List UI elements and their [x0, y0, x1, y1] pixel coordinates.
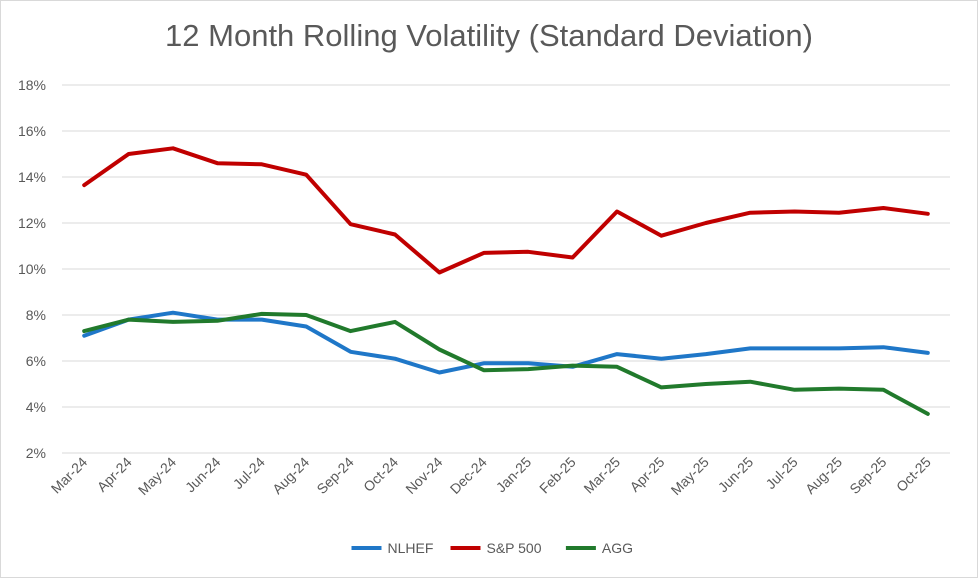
x-tick-label: Feb-25 [536, 454, 579, 497]
x-tick-label: Aug-24 [269, 454, 312, 497]
y-tick-label: 16% [18, 123, 46, 139]
x-tick-label: Dec-24 [447, 454, 490, 497]
y-tick-label: 2% [26, 445, 46, 461]
x-tick-label: Nov-24 [402, 454, 445, 497]
x-tick-label: Mar-24 [48, 454, 91, 497]
series-line-agg [82, 311, 930, 416]
chart-title: 12 Month Rolling Volatility (Standard De… [165, 18, 813, 53]
x-tick-label: Sep-25 [846, 454, 889, 497]
series-line-s-p-500 [82, 146, 930, 275]
y-tick-label: 12% [18, 215, 46, 231]
legend-label: NLHEF [388, 540, 434, 556]
legend-label: S&P 500 [487, 540, 542, 556]
x-tick-label: Jan-25 [493, 454, 535, 496]
y-tick-label: 10% [18, 261, 46, 277]
x-tick-label: Jun-24 [182, 454, 224, 496]
x-tick-label: Jul-24 [230, 454, 268, 492]
x-tick-label: May-25 [668, 454, 712, 498]
x-tick-label: Oct-25 [893, 454, 934, 495]
y-tick-label: 14% [18, 169, 46, 185]
x-tick-label: Apr-25 [626, 454, 667, 495]
y-tick-label: 18% [18, 77, 46, 93]
x-tick-label: Aug-25 [802, 454, 845, 497]
y-tick-label: 4% [26, 399, 46, 415]
y-tick-label: 8% [26, 307, 46, 323]
x-tick-label: Jun-25 [715, 454, 757, 496]
x-tick-label: May-24 [135, 454, 179, 498]
legend-label: AGG [602, 540, 633, 556]
x-tick-label: Oct-24 [360, 454, 401, 495]
x-tick-label: Mar-25 [580, 454, 623, 497]
y-tick-label: 6% [26, 353, 46, 369]
x-tick-label: Sep-24 [313, 454, 356, 497]
x-tick-label: Jul-25 [762, 454, 800, 492]
x-tick-label: Apr-24 [94, 454, 135, 495]
